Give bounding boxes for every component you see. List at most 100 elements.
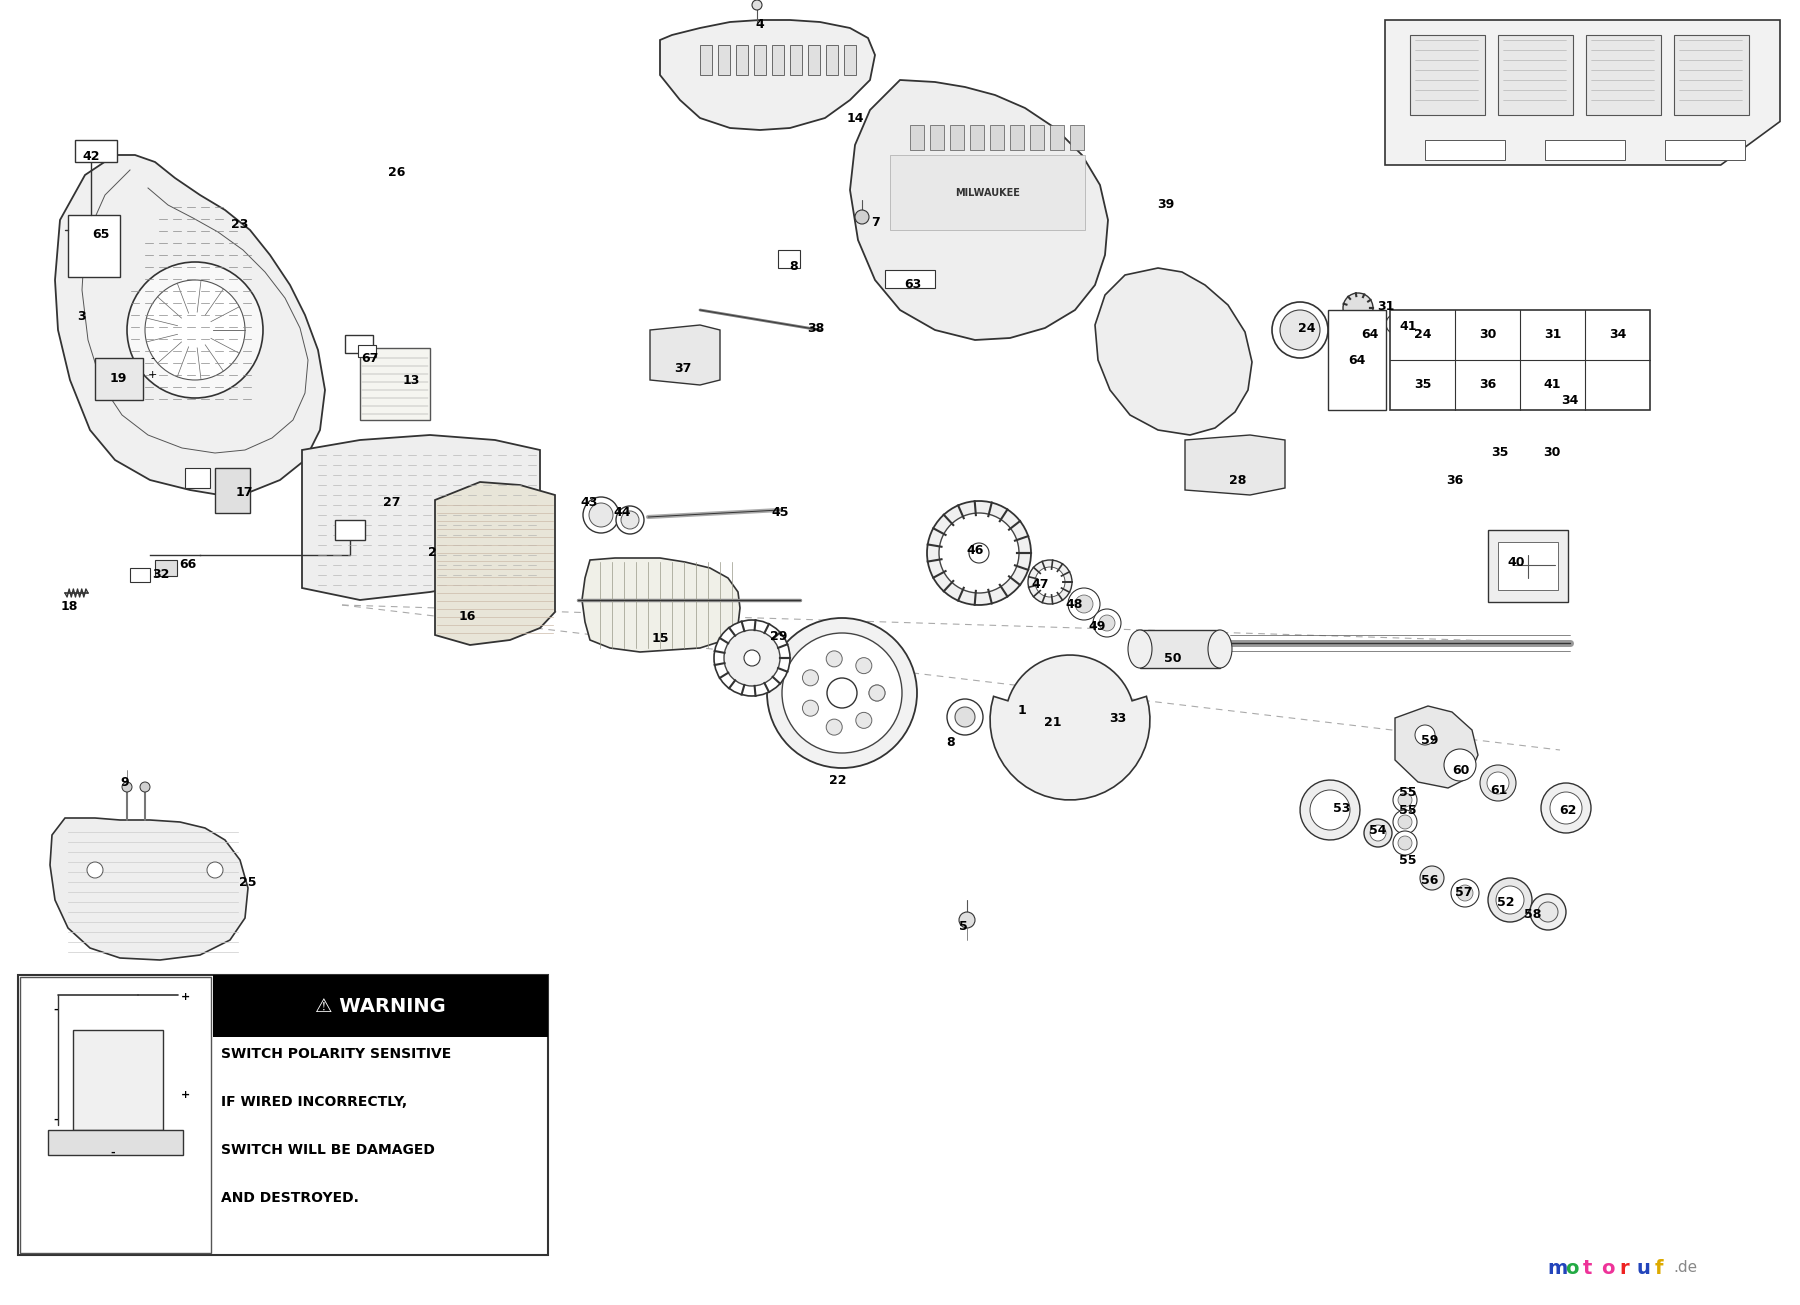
Bar <box>74 1030 164 1130</box>
Circle shape <box>1456 885 1472 900</box>
Text: 21: 21 <box>1044 716 1062 729</box>
Circle shape <box>855 210 869 224</box>
Text: 30: 30 <box>1480 329 1496 342</box>
Text: -: - <box>110 1148 115 1158</box>
Bar <box>155 560 176 576</box>
Bar <box>778 251 799 268</box>
Circle shape <box>207 863 223 878</box>
Text: 16: 16 <box>459 611 475 624</box>
Text: f: f <box>1654 1258 1663 1278</box>
Polygon shape <box>436 482 554 645</box>
Circle shape <box>589 502 614 527</box>
Circle shape <box>1541 783 1591 833</box>
Bar <box>772 44 785 74</box>
Circle shape <box>927 501 1031 606</box>
Bar <box>1409 35 1485 115</box>
Bar <box>1426 140 1505 161</box>
Circle shape <box>767 619 916 769</box>
Text: 42: 42 <box>83 150 99 163</box>
Circle shape <box>855 713 871 728</box>
Text: t: t <box>1582 1258 1593 1278</box>
Bar <box>1544 140 1625 161</box>
Circle shape <box>1370 825 1386 840</box>
Bar <box>931 125 943 150</box>
Text: 40: 40 <box>1507 556 1525 569</box>
Text: 8: 8 <box>947 736 956 749</box>
Bar <box>130 568 149 582</box>
Text: 38: 38 <box>808 321 824 334</box>
Bar <box>950 125 965 150</box>
Text: 47: 47 <box>1031 578 1049 591</box>
Polygon shape <box>1184 435 1285 495</box>
Circle shape <box>1420 867 1444 890</box>
Text: 37: 37 <box>675 361 691 375</box>
Circle shape <box>947 699 983 735</box>
Text: 41: 41 <box>1399 321 1417 334</box>
Polygon shape <box>50 818 248 960</box>
Circle shape <box>1391 318 1400 329</box>
Circle shape <box>940 513 1019 592</box>
Circle shape <box>1067 589 1100 620</box>
Text: 52: 52 <box>1498 897 1516 910</box>
Text: 26: 26 <box>389 167 405 180</box>
Text: 14: 14 <box>846 111 864 124</box>
Text: 44: 44 <box>614 506 630 519</box>
Text: 49: 49 <box>1089 620 1105 633</box>
Text: 62: 62 <box>1559 804 1577 817</box>
Polygon shape <box>360 348 430 420</box>
Text: 66: 66 <box>180 557 196 570</box>
Text: MILWAUKEE: MILWAUKEE <box>956 188 1021 198</box>
Text: 13: 13 <box>403 373 419 386</box>
Text: .de: .de <box>1672 1261 1697 1275</box>
Circle shape <box>1273 301 1328 358</box>
Circle shape <box>1035 566 1066 596</box>
Text: 34: 34 <box>1609 329 1625 342</box>
Circle shape <box>1393 831 1417 855</box>
Text: 46: 46 <box>967 543 983 556</box>
Bar <box>185 468 211 488</box>
Text: 31: 31 <box>1544 329 1561 342</box>
Text: 41: 41 <box>1544 378 1561 392</box>
Text: 36: 36 <box>1447 474 1463 487</box>
Circle shape <box>826 679 857 709</box>
Circle shape <box>869 685 886 701</box>
Text: 50: 50 <box>1165 651 1183 664</box>
Bar <box>826 44 839 74</box>
Ellipse shape <box>1129 630 1152 668</box>
Text: 34: 34 <box>1561 394 1579 406</box>
Circle shape <box>1550 792 1582 823</box>
Text: 57: 57 <box>1454 886 1472 899</box>
Text: 3: 3 <box>77 311 86 324</box>
Text: 8: 8 <box>790 261 799 274</box>
Polygon shape <box>302 435 540 600</box>
Bar <box>886 270 934 288</box>
Circle shape <box>1310 790 1350 830</box>
Circle shape <box>616 506 644 534</box>
Text: +: + <box>182 992 191 1002</box>
Bar <box>20 977 211 1253</box>
Text: 5: 5 <box>959 920 967 933</box>
Circle shape <box>869 685 886 701</box>
Text: 2: 2 <box>428 547 436 560</box>
Circle shape <box>803 669 819 686</box>
Text: 32: 32 <box>153 568 169 581</box>
Text: 9: 9 <box>121 776 130 790</box>
Circle shape <box>826 719 842 735</box>
Text: 55: 55 <box>1399 804 1417 817</box>
Text: 29: 29 <box>770 630 788 643</box>
Bar <box>1586 35 1661 115</box>
Bar <box>68 215 121 277</box>
Text: 19: 19 <box>110 372 126 385</box>
Text: 17: 17 <box>236 485 252 499</box>
Bar <box>1489 530 1568 602</box>
Text: 28: 28 <box>1229 474 1247 487</box>
Text: -: - <box>54 1005 58 1015</box>
Circle shape <box>1100 615 1114 632</box>
Bar <box>1498 542 1559 590</box>
Text: +: + <box>182 1090 191 1100</box>
Text: 24: 24 <box>1413 329 1431 342</box>
Text: +: + <box>148 371 157 380</box>
Text: -: - <box>149 352 155 363</box>
Bar <box>911 125 923 150</box>
Bar <box>970 125 985 150</box>
